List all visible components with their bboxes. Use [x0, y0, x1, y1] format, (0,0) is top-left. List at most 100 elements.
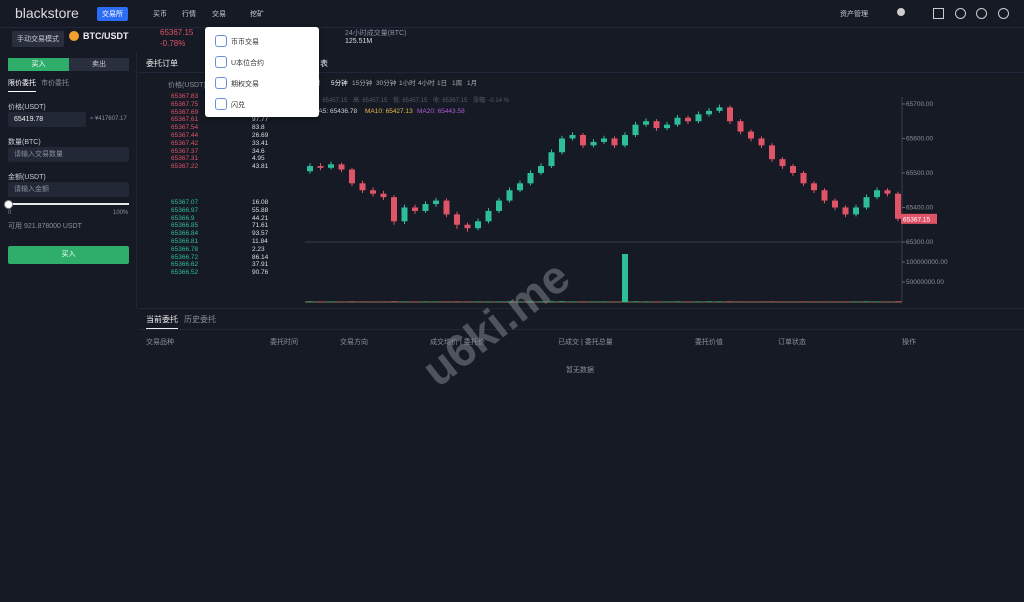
buy-button[interactable]: 买入 [8, 246, 129, 264]
volume-bar [485, 301, 492, 303]
user-icon[interactable] [897, 8, 905, 16]
asset-menu[interactable]: 资产管理 [840, 11, 868, 18]
mode-button[interactable]: 手动交易模式 [12, 31, 64, 47]
ohlc-info: 高: 65457.15 [353, 96, 388, 104]
interval[interactable]: 1小时 [399, 78, 416, 87]
available: 可用 921.878000 USDT [8, 223, 82, 230]
logo[interactable]: blackstore [15, 5, 79, 21]
bid-price: 65366.9 [171, 214, 195, 222]
volume-bar [769, 301, 775, 302]
candle-body [349, 169, 355, 184]
candle-body [884, 190, 891, 194]
volume-bar [370, 301, 376, 303]
menu-item[interactable]: 期权交易 [231, 81, 259, 88]
volume-bar [464, 301, 471, 302]
interval[interactable]: 30分钟 [376, 78, 397, 87]
interval[interactable]: 15分钟 [352, 78, 373, 87]
total-input[interactable]: 请输入金额 [8, 182, 129, 197]
sell-tab[interactable]: 卖出 [69, 58, 129, 71]
ohlc-info: 开: 65457.15 [313, 97, 348, 104]
candle-body [643, 121, 649, 125]
candle-body [863, 197, 870, 208]
bid-amount: 11.84 [252, 238, 268, 245]
ask-amount: 33.41 [252, 139, 269, 147]
candle-body [632, 124, 639, 136]
candle-body [475, 221, 481, 229]
candle-body [685, 117, 691, 122]
candle-body [548, 152, 555, 167]
exchange-button[interactable]: 交易所 [97, 7, 128, 21]
candle-body [391, 197, 397, 222]
ask-price: 65367.83 [171, 93, 199, 100]
bid-price: 65366.84 [171, 230, 199, 238]
pair[interactable]: BTC/USDT [83, 31, 129, 41]
bid-price: 65366.85 [171, 222, 199, 230]
volume-bar [601, 301, 607, 302]
volume-bar [380, 301, 387, 303]
volume-bar [790, 301, 796, 303]
volume-bar [454, 301, 460, 302]
interval[interactable]: 5分钟 [331, 78, 348, 87]
volume-bar [800, 301, 807, 302]
kline-chart: 时5分钟15分钟30分钟1小时4小时1日1周1月开: 65457.15高: 65… [305, 78, 948, 303]
bid-price: 65367.07 [171, 199, 199, 206]
nav-item[interactable]: 挖矿 [250, 11, 264, 18]
slider-track[interactable] [8, 203, 129, 205]
amount-input[interactable]: 请输入交易数量 [8, 147, 129, 162]
y-tick-label: 65600.00 [906, 135, 933, 142]
buy-tab[interactable]: 买入 [8, 58, 69, 71]
download-icon[interactable] [933, 8, 944, 19]
candle-body [307, 166, 313, 172]
price-label: 价格(USDT) [8, 104, 46, 111]
bid-price: 65366.97 [171, 206, 199, 214]
candle-body [664, 124, 670, 129]
candle-body [443, 200, 450, 215]
volume-bar [580, 301, 586, 302]
orders-column: 已成交 | 委托总量 [558, 339, 613, 346]
limit-tab[interactable]: 限价委托 [8, 78, 36, 92]
candle-body [758, 138, 765, 146]
volume-bar [622, 254, 628, 302]
market-tab[interactable]: 市价委托 [41, 80, 69, 87]
orders-tab[interactable]: 历史委托 [184, 315, 216, 324]
price-input[interactable]: 65419.78 [8, 112, 86, 127]
candle-body [853, 207, 859, 215]
volume-bar [401, 301, 408, 302]
interval[interactable]: 1周 [452, 79, 462, 87]
bid-amount: 90.76 [252, 269, 269, 277]
empty-state: 暂无数据 [566, 367, 594, 374]
bid-price: 65366.81 [171, 238, 199, 245]
menu-item[interactable]: 闪兑 [231, 102, 245, 109]
support-icon[interactable] [976, 8, 987, 19]
menu-item[interactable]: U本位合约 [231, 60, 265, 67]
volume-bar [443, 301, 450, 302]
volume-bar [884, 301, 891, 303]
volume: 125.51M [345, 38, 373, 45]
volume-bar [412, 301, 418, 303]
orders-tab[interactable]: 当前委托 [146, 314, 178, 329]
ask-price: 65367.37 [171, 147, 199, 155]
ask-price: 65367.54 [171, 124, 199, 132]
candle-body [485, 210, 492, 222]
language-icon[interactable] [998, 8, 1009, 19]
volume-bar [758, 301, 765, 302]
ask-price: 65367.22 [171, 163, 199, 171]
candle-body [328, 164, 334, 168]
menu-item[interactable]: 币币交易 [231, 39, 259, 46]
candle-body [454, 214, 460, 225]
nav-item[interactable]: 买币 [153, 11, 167, 18]
section-tab[interactable]: 表 [320, 59, 328, 68]
nav-item[interactable]: 交易 [212, 11, 226, 18]
interval[interactable]: 1日 [437, 79, 447, 87]
slider-handle[interactable] [4, 200, 13, 209]
volume-bar [685, 301, 691, 303]
bell-icon[interactable] [955, 8, 966, 19]
interval[interactable]: 1月 [467, 79, 477, 87]
ask-amount: 26.69 [252, 132, 269, 139]
ohlc-info: 涨幅: -0.14 % [473, 96, 510, 104]
nav-item[interactable]: 行情 [182, 11, 196, 18]
interval[interactable]: 4小时 [418, 78, 435, 87]
amount-label: 数量(BTC) [8, 139, 41, 146]
volume-label: 24小时成交量(BTC) [345, 30, 407, 37]
section-tab[interactable]: 委托订单 [146, 59, 178, 68]
